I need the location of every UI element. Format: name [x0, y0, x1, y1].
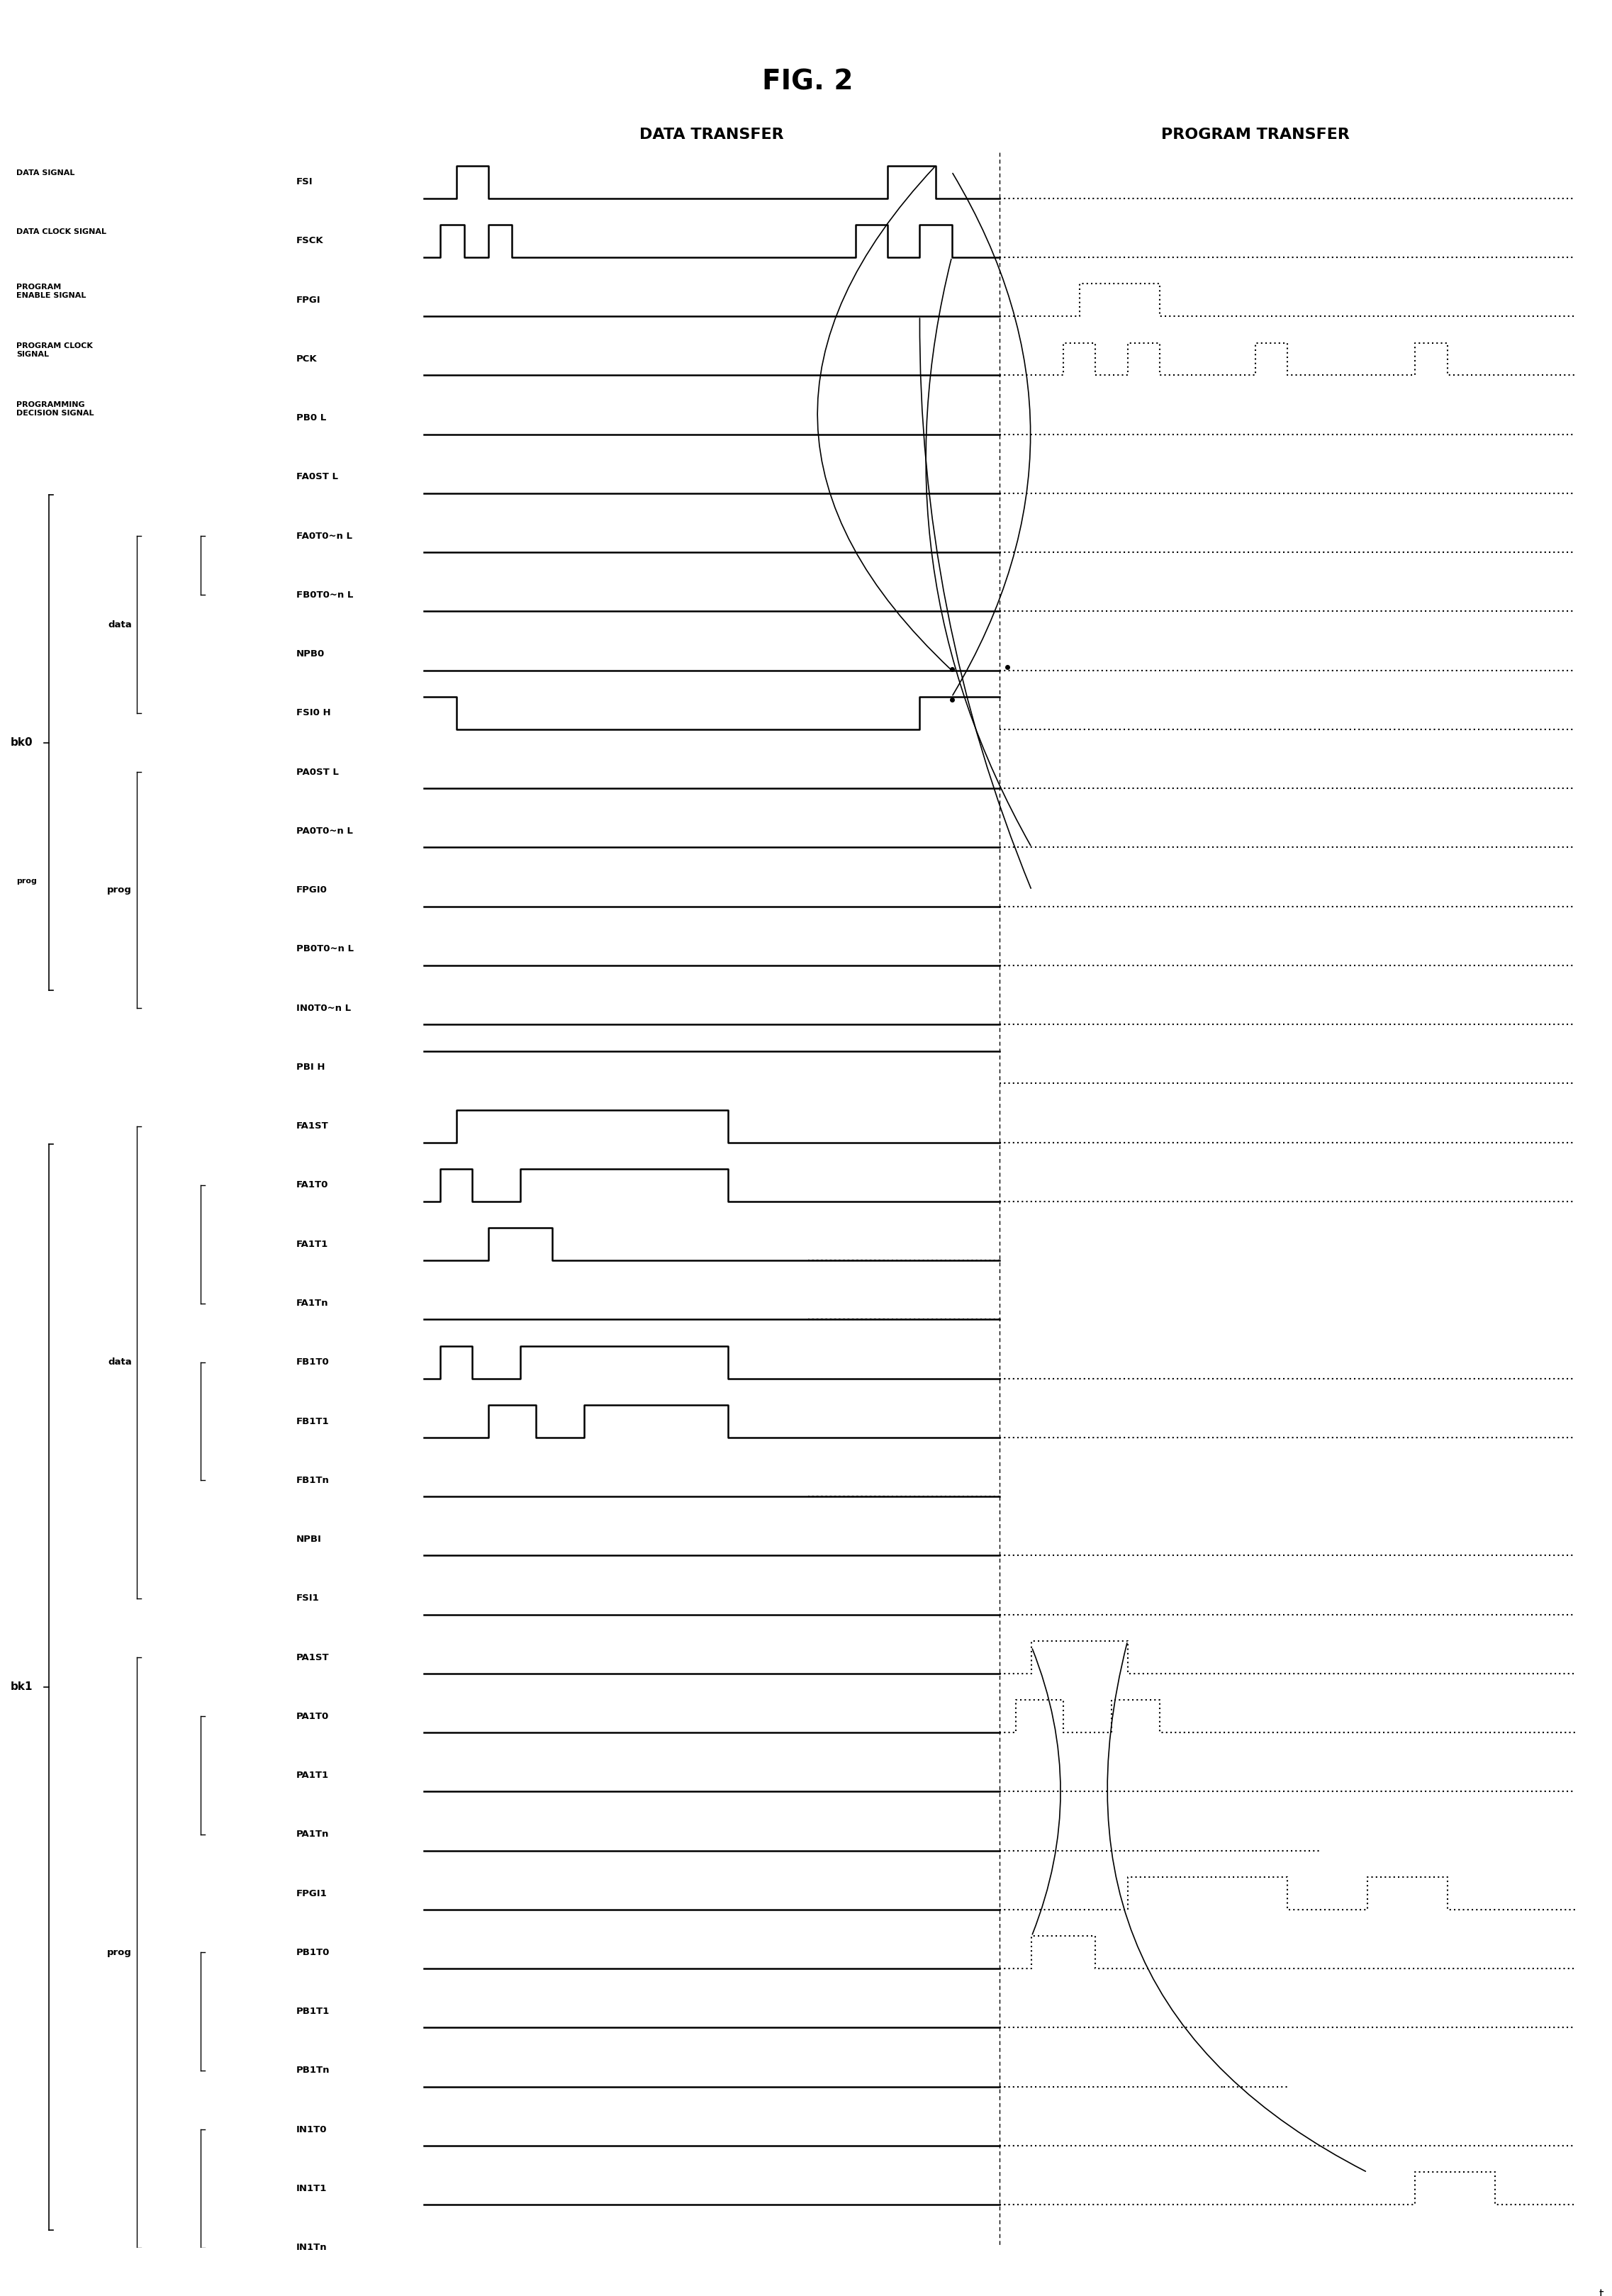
Text: DATA TRANSFER: DATA TRANSFER [640, 129, 783, 142]
Text: bk1: bk1 [10, 1681, 32, 1692]
Text: PB1Tn: PB1Tn [297, 2066, 330, 2076]
Text: DATA CLOCK SIGNAL: DATA CLOCK SIGNAL [16, 230, 106, 236]
Text: PBI H: PBI H [297, 1063, 326, 1072]
Text: FPGI0: FPGI0 [297, 886, 327, 895]
Text: IN1T0: IN1T0 [297, 2124, 327, 2133]
Text: IN1Tn: IN1Tn [297, 2243, 327, 2252]
Text: PB0 L: PB0 L [297, 413, 326, 422]
Text: PROGRAM TRANSFER: PROGRAM TRANSFER [1161, 129, 1349, 142]
Text: IN0T0~n L: IN0T0~n L [297, 1003, 351, 1013]
Text: FB0T0~n L: FB0T0~n L [297, 590, 353, 599]
Text: PA0ST L: PA0ST L [297, 767, 339, 776]
Text: FSI: FSI [297, 177, 313, 186]
Text: PCK: PCK [297, 354, 318, 363]
Text: IN1T1: IN1T1 [297, 2183, 327, 2193]
Text: PROGRAM CLOCK
SIGNAL: PROGRAM CLOCK SIGNAL [16, 342, 93, 358]
Text: prog: prog [106, 1947, 132, 1956]
Text: PB1T0: PB1T0 [297, 1947, 330, 1956]
Text: FPGI: FPGI [297, 296, 321, 305]
Text: PA1T1: PA1T1 [297, 1770, 329, 1779]
Text: FB1Tn: FB1Tn [297, 1476, 329, 1486]
Text: PA1Tn: PA1Tn [297, 1830, 329, 1839]
Text: FSCK: FSCK [297, 236, 324, 246]
Text: FA1ST: FA1ST [297, 1120, 329, 1132]
Text: FA0ST L: FA0ST L [297, 473, 339, 482]
Text: data: data [108, 620, 132, 629]
Text: FA1Tn: FA1Tn [297, 1300, 329, 1309]
Text: prog: prog [16, 877, 37, 884]
Text: FA1T1: FA1T1 [297, 1240, 329, 1249]
Text: NPB0: NPB0 [297, 650, 326, 659]
Text: PA1ST: PA1ST [297, 1653, 329, 1662]
Text: PA1T0: PA1T0 [297, 1713, 329, 1722]
Text: FA1T0: FA1T0 [297, 1180, 329, 1189]
Text: FB1T1: FB1T1 [297, 1417, 329, 1426]
Text: PB0T0~n L: PB0T0~n L [297, 944, 353, 953]
Text: PROGRAM
ENABLE SIGNAL: PROGRAM ENABLE SIGNAL [16, 282, 87, 298]
Text: t: t [1599, 2289, 1604, 2296]
Text: PROGRAMMING
DECISION SIGNAL: PROGRAMMING DECISION SIGNAL [16, 402, 93, 418]
Text: FA0T0~n L: FA0T0~n L [297, 530, 353, 540]
Text: PA0T0~n L: PA0T0~n L [297, 827, 353, 836]
Text: FB1T0: FB1T0 [297, 1357, 329, 1366]
Text: bk0: bk0 [10, 737, 32, 748]
Text: FSI1: FSI1 [297, 1593, 319, 1603]
Text: FSI0 H: FSI0 H [297, 709, 330, 719]
Text: FIG. 2: FIG. 2 [762, 69, 853, 94]
Text: PB1T1: PB1T1 [297, 2007, 330, 2016]
Text: data: data [108, 1357, 132, 1366]
Text: NPBI: NPBI [297, 1534, 322, 1543]
Text: prog: prog [106, 886, 132, 895]
Text: DATA SIGNAL: DATA SIGNAL [16, 170, 76, 177]
Text: FPGI1: FPGI1 [297, 1890, 327, 1899]
